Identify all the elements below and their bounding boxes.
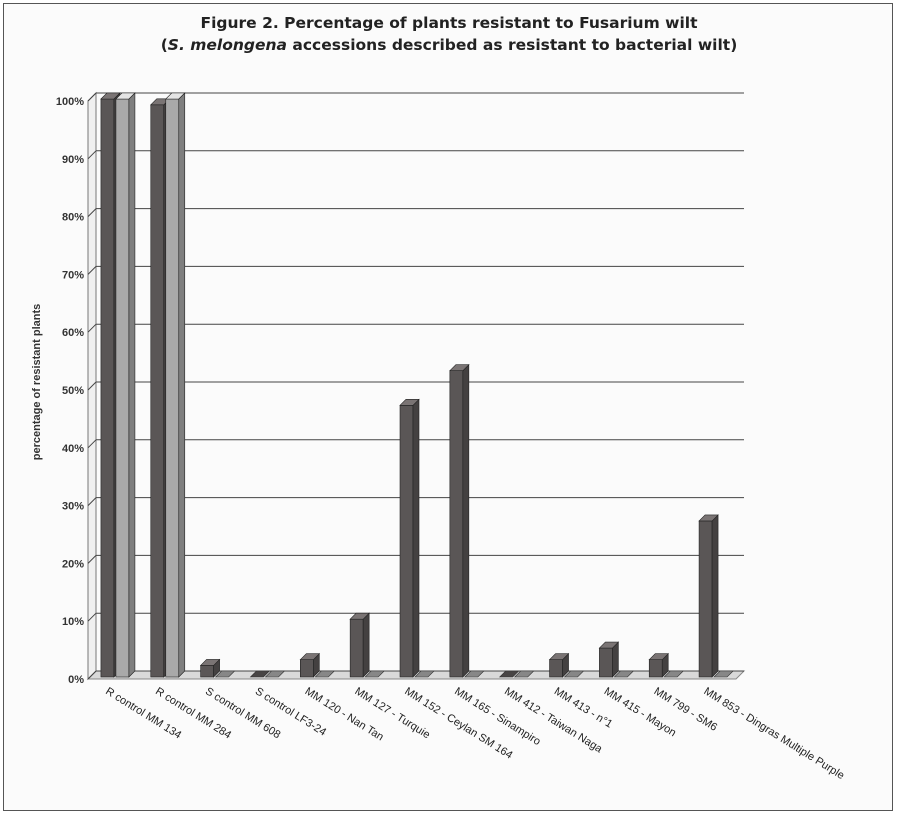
y-tick-label: 90% [62,154,84,166]
bar-top [349,612,370,620]
gridline-side [87,323,97,333]
y-tick-label: 100% [56,96,84,108]
bar-top [648,653,669,660]
bar-2 [165,98,180,678]
bar-1 [648,659,663,678]
bar-2 [663,670,684,678]
bar-top [199,659,221,666]
bar-1 [349,618,364,678]
bar-2 [364,670,385,678]
subtitle-open: ( [160,36,168,54]
gridline-side [87,92,97,102]
gridline-side [87,439,97,449]
y-tick-label: 80% [62,212,84,224]
bar-top [299,653,321,660]
gridline-side [87,208,97,217]
gridline-side [87,381,97,391]
gridline-side [87,497,97,506]
x-category-label: MM 853 - Dingras Multiple Purple [701,685,846,782]
y-tick-label: 30% [62,501,84,513]
bar-1 [100,98,115,678]
bar-top [548,653,570,660]
bar-2 [214,670,236,678]
bar-2 [563,670,585,678]
y-tick-label: 60% [62,327,84,339]
bar-top [165,92,186,100]
gridline-side [87,150,97,160]
bar-2 [713,670,734,678]
bar-side [711,514,719,678]
bar-1 [498,670,520,678]
bar-side [412,398,420,678]
subtitle-rest: accessions described as resistant to bac… [287,36,738,54]
bar-2 [513,670,535,678]
bar-1 [698,520,713,678]
bar-top [698,514,719,522]
y-tick-label: 10% [62,616,84,628]
gridline-side [87,612,97,622]
bar-side [178,92,186,678]
bar-1 [249,670,271,678]
bar-side [362,612,370,678]
y-tick-label: 70% [62,269,84,281]
y-axis-title: percentage of resistant plants [31,304,43,461]
bar-2 [115,98,130,678]
bar-top [100,92,121,100]
bar-top [115,92,136,100]
bar-top [598,641,620,649]
bar-1 [549,659,563,678]
bar-1 [200,665,214,678]
y-tick-label: 40% [62,443,84,455]
bar-2 [464,670,485,678]
bar-1 [300,659,314,678]
chart-title: Figure 2. Percentage of plants resistant… [200,14,698,32]
y-tick-label: 20% [62,558,84,570]
bar-top [399,399,420,406]
gridline-side [87,555,97,564]
bar-1 [449,370,464,678]
subtitle-species: S. melongena [167,36,287,54]
bar-top [449,364,470,371]
bar-side [128,92,136,678]
chart-subtitle: (S. melongena accessions described as re… [0,34,898,56]
bar-2 [264,670,286,678]
x-category-label: MM 165 - Sinampiro [452,685,542,748]
gridline-side [87,670,97,680]
bar-2 [414,670,435,678]
bar-1 [150,104,165,678]
y-tick-label: 0% [68,674,84,686]
chart-title-block: Figure 2. Percentage of plants resistant… [0,12,898,56]
bar-1 [599,647,613,678]
bar-2 [314,670,336,678]
y-tick-label: 50% [62,385,84,397]
bar-side [462,363,470,678]
bar-2 [613,670,635,678]
bar-1 [399,405,414,678]
gridline-side [87,266,97,275]
